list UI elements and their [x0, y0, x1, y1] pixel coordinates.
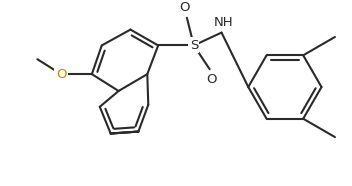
Text: O: O — [206, 73, 217, 86]
Text: S: S — [190, 39, 198, 52]
Text: NH: NH — [214, 16, 233, 29]
Text: O: O — [56, 68, 67, 81]
Text: O: O — [180, 1, 190, 14]
